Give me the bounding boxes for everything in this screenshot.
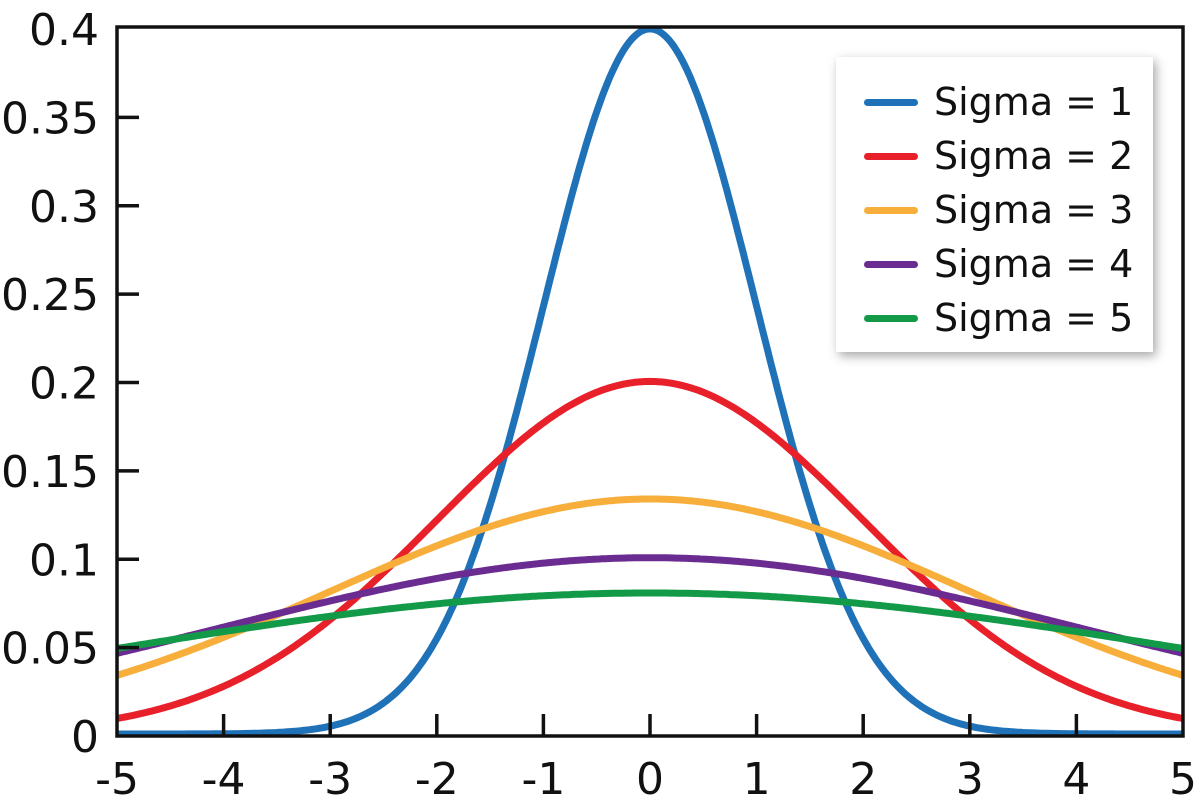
x-tick-label: -3 bbox=[308, 754, 352, 805]
legend-label: Sigma = 1 bbox=[934, 80, 1134, 124]
legend-item-sigma-2: Sigma = 2 bbox=[864, 129, 1153, 183]
legend-item-sigma-4: Sigma = 4 bbox=[864, 237, 1153, 291]
legend-swatch-line-icon bbox=[864, 260, 918, 268]
y-tick-label: 0.05 bbox=[1, 624, 99, 675]
legend-swatch-line-icon bbox=[864, 314, 918, 322]
x-tick-label: -4 bbox=[202, 754, 246, 805]
series-curves bbox=[116, 25, 1184, 738]
x-tick-label: -2 bbox=[415, 754, 459, 805]
series-line-sigma-3 bbox=[116, 495, 1184, 679]
legend: Sigma = 1 Sigma = 2 Sigma = 3 Sigma = 4 … bbox=[836, 57, 1153, 352]
y-tick-label: 0.4 bbox=[29, 5, 99, 56]
legend-label: Sigma = 5 bbox=[934, 296, 1134, 340]
x-axis-ticks: -5 -4 -3 -2 -1 0 1 2 3 4 5 bbox=[95, 714, 1197, 805]
legend-label: Sigma = 2 bbox=[934, 134, 1134, 178]
x-tick-label: 2 bbox=[849, 754, 877, 805]
y-tick-label: 0.25 bbox=[1, 270, 99, 321]
y-tick-label: 0.2 bbox=[29, 359, 99, 410]
y-tick-label: 0 bbox=[71, 712, 99, 763]
x-tick-label: 5 bbox=[1169, 754, 1197, 805]
legend-label: Sigma = 4 bbox=[934, 242, 1134, 286]
y-tick-label: 0.1 bbox=[29, 535, 99, 586]
y-tick-label: 0.15 bbox=[1, 447, 99, 498]
y-axis-ticks: 0 0.05 0.1 0.15 0.2 0.25 0.3 0.35 0.4 bbox=[1, 5, 139, 763]
series-line-sigma-4 bbox=[116, 554, 1184, 657]
x-tick-label: 3 bbox=[956, 754, 984, 805]
y-tick-label: 0.3 bbox=[29, 182, 99, 233]
legend-item-sigma-5: Sigma = 5 bbox=[864, 291, 1153, 345]
legend-swatch-line-icon bbox=[864, 152, 918, 160]
series-line-sigma-2 bbox=[116, 377, 1184, 722]
legend-item-sigma-3: Sigma = 3 bbox=[864, 183, 1153, 237]
y-tick-label: 0.35 bbox=[1, 93, 99, 144]
legend-swatch-line-icon bbox=[864, 206, 918, 214]
legend-swatch-line-icon bbox=[864, 98, 918, 106]
x-tick-label: 1 bbox=[743, 754, 771, 805]
legend-label: Sigma = 3 bbox=[934, 188, 1134, 232]
x-tick-label: -1 bbox=[521, 754, 565, 805]
series-line-sigma-1 bbox=[116, 25, 1184, 738]
x-tick-label: 4 bbox=[1062, 754, 1090, 805]
legend-item-sigma-1: Sigma = 1 bbox=[864, 75, 1153, 129]
series-line-sigma-5 bbox=[116, 589, 1184, 652]
x-tick-label: 0 bbox=[636, 754, 664, 805]
x-tick-label: -5 bbox=[95, 754, 139, 805]
